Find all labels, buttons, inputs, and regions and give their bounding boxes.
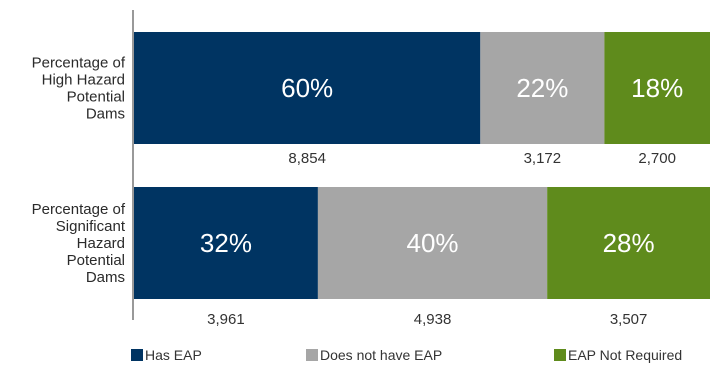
category-labels: Percentage of High Hazard Potential DamsPer… xyxy=(32,55,126,287)
bar-segment-1-1 xyxy=(317,187,548,299)
category-label-line: Dams xyxy=(86,106,125,123)
category-label-line: Percentage of xyxy=(32,201,126,218)
percent-label-1-1: 40% xyxy=(407,228,459,258)
category-label-line: High Hazard xyxy=(42,72,125,89)
bar-segment-0-1 xyxy=(480,32,605,144)
count-label-1-0: 3,961 xyxy=(207,311,245,328)
bar-segment-0-0 xyxy=(134,32,481,144)
legend-swatch-2 xyxy=(554,349,566,361)
bar-segment-0-2 xyxy=(604,32,710,144)
category-label-1: Percentage of Significant Hazard Potential D… xyxy=(32,201,126,286)
bar-segment-1-2 xyxy=(547,187,710,299)
legend: Has EAP Does not have EAP EAP Not Required xyxy=(131,347,682,363)
bar-segment-1-0 xyxy=(134,187,318,299)
count-label-0-0: 8,854 xyxy=(288,150,326,167)
percent-label-1-0: 32% xyxy=(200,228,252,258)
legend-label-1: Does not have EAP xyxy=(320,347,442,363)
percent-label-1-2: 28% xyxy=(603,228,655,258)
legend-swatch-1 xyxy=(306,349,318,361)
percent-label-0-0: 60% xyxy=(281,73,333,103)
legend-label-2: EAP Not Required xyxy=(568,347,682,363)
category-label-line: Dams xyxy=(86,269,125,286)
count-label-1-1: 4,938 xyxy=(414,311,452,328)
category-label-line: Percentage of xyxy=(32,55,126,72)
category-label-line: Potential xyxy=(67,89,125,106)
category-label-line: Hazard xyxy=(77,235,125,252)
count-label-0-1: 3,172 xyxy=(524,150,562,167)
category-label-line: Significant xyxy=(56,218,126,235)
category-label-line: Potential xyxy=(67,252,125,269)
legend-label-0: Has EAP xyxy=(145,347,202,363)
percent-labels: 60% 22% 18% 32% 40% 28% xyxy=(200,73,683,258)
category-label-0: Percentage of High Hazard Potential Dams xyxy=(32,55,126,123)
percent-label-0-2: 18% xyxy=(631,73,683,103)
count-labels: 8,854 3,172 2,700 3,961 4,938 3,507 xyxy=(207,150,676,328)
bar-segments xyxy=(134,32,710,299)
legend-swatch-0 xyxy=(131,349,143,361)
percent-label-0-1: 22% xyxy=(516,73,568,103)
count-label-0-2: 2,700 xyxy=(638,150,676,167)
count-label-1-2: 3,507 xyxy=(610,311,648,328)
